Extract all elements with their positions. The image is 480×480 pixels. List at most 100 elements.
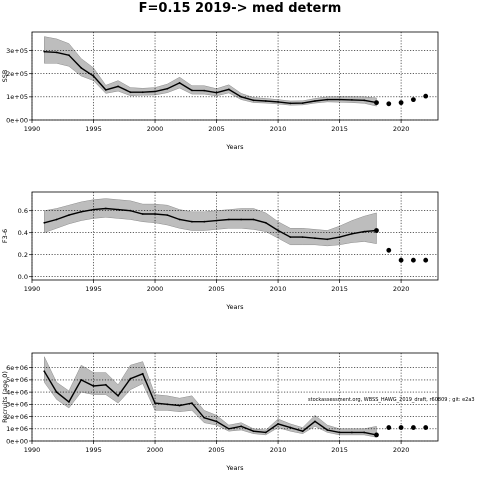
estimate-point	[117, 208, 120, 211]
estimate-point	[350, 232, 353, 235]
x-tick-label: 2000	[147, 125, 164, 133]
estimate-point	[277, 101, 279, 103]
estimate-point	[363, 431, 366, 434]
estimate-point	[43, 50, 46, 53]
estimate-point	[338, 236, 341, 239]
estimate-point	[55, 391, 58, 394]
confidence-band	[44, 36, 377, 107]
estimate-point	[203, 220, 206, 223]
estimate-point	[301, 102, 304, 104]
estimate-point	[264, 100, 267, 102]
x-tick-label: 2020	[393, 125, 410, 133]
x-tick-label: 2015	[331, 446, 348, 454]
forecast-point	[398, 100, 404, 106]
estimate-point	[43, 221, 46, 224]
estimate-point	[92, 385, 95, 387]
x-tick-label: 1990	[24, 125, 41, 133]
estimate-point	[215, 219, 218, 222]
estimate-point	[141, 213, 144, 215]
x-tick-label: 2020	[393, 285, 410, 293]
footnote: stockassessment.org, WBSS_HAWG_2019_draf…	[308, 397, 475, 403]
forecast-point	[423, 257, 429, 263]
x-tick-label: 1995	[85, 285, 102, 293]
panel-3: 1990 1995 2000 2005 2010 2015 2020 0e+00 1e+06 2e…	[1, 352, 439, 472]
estimate-point	[314, 420, 316, 423]
estimate-point	[314, 237, 316, 240]
estimate-point	[289, 102, 292, 105]
y-axis-label: F3-6	[1, 229, 9, 243]
estimate-point	[264, 221, 267, 224]
estimate-point	[191, 220, 193, 223]
forecast-point	[423, 425, 429, 430]
x-axis-label: Years	[225, 464, 244, 472]
estimate-point	[80, 378, 83, 381]
y-tick-label: 4e+06	[6, 388, 28, 396]
estimate-point	[104, 207, 107, 210]
estimate-point	[55, 51, 58, 54]
y-tick-label: 2e+05	[6, 70, 28, 78]
y-tick-label: 1e+05	[6, 93, 28, 101]
estimate-point	[240, 218, 243, 221]
estimate-point	[301, 430, 304, 433]
x-axis-label: Years	[225, 303, 244, 311]
estimate-point	[203, 416, 206, 419]
estimate-point	[289, 426, 292, 429]
estimate-point	[178, 404, 181, 407]
estimate-point	[117, 394, 120, 397]
estimate-point	[338, 98, 341, 101]
estimate-line	[44, 207, 377, 241]
estimate-line	[43, 370, 377, 436]
panel-1: 1990 1995 2000 2005 2010 2015 2020 0e+00 1e+05 2e…	[1, 31, 439, 151]
estimate-point	[252, 99, 255, 102]
figure-title: F=0.15 2019-> med determ	[139, 1, 342, 16]
last-estimate-point	[374, 228, 379, 233]
estimate-point	[227, 218, 230, 221]
estimate-point	[68, 400, 70, 403]
x-tick-label: 1995	[85, 446, 102, 454]
estimate-point	[92, 75, 95, 77]
estimate-point	[154, 402, 156, 405]
estimate-point	[301, 236, 304, 239]
x-tick-label: 2015	[331, 125, 348, 133]
x-tick-label: 2005	[208, 446, 225, 454]
y-tick-label: 3e+05	[6, 47, 28, 55]
estimate-point	[80, 210, 83, 213]
estimate-point	[129, 209, 132, 212]
forecast-point	[398, 257, 404, 263]
estimate-point	[178, 218, 181, 221]
estimate-point	[363, 99, 366, 102]
forecast-point	[410, 257, 416, 263]
estimate-point	[68, 54, 70, 57]
estimate-point	[191, 89, 193, 92]
estimate-point	[252, 218, 255, 221]
estimate-point	[350, 98, 353, 101]
estimate-point	[252, 430, 255, 433]
y-axis-label: SSB	[1, 70, 9, 83]
estimate-point	[363, 230, 366, 233]
estimate-point	[215, 420, 218, 423]
x-tick-label: 2010	[270, 285, 287, 293]
estimate-point	[264, 431, 267, 434]
estimate-point	[326, 98, 329, 101]
x-tick-label: 1990	[24, 446, 41, 454]
x-tick-label: 2015	[331, 285, 348, 293]
estimate-point	[129, 377, 132, 380]
forecast-point	[410, 425, 416, 430]
estimate-point	[277, 229, 279, 232]
estimate-point	[227, 427, 230, 430]
panel-2: 1990 1995 2000 2005 2010 2015 2020 0.0 0.2 0.4 0.6…	[1, 191, 439, 311]
estimate-point	[43, 370, 46, 373]
forecast-point	[410, 97, 416, 103]
estimate-point	[314, 100, 316, 102]
x-tick-label: 2010	[270, 125, 287, 133]
estimate-point	[338, 431, 341, 434]
estimate-point	[141, 91, 144, 94]
estimate-point	[191, 402, 193, 405]
estimate-point	[326, 238, 329, 241]
estimate-point	[166, 87, 169, 90]
estimate-point	[141, 372, 144, 375]
estimate-point	[326, 429, 329, 431]
y-tick-label: 0e+00	[6, 116, 28, 124]
y-tick-label: 3e+06	[6, 401, 28, 409]
